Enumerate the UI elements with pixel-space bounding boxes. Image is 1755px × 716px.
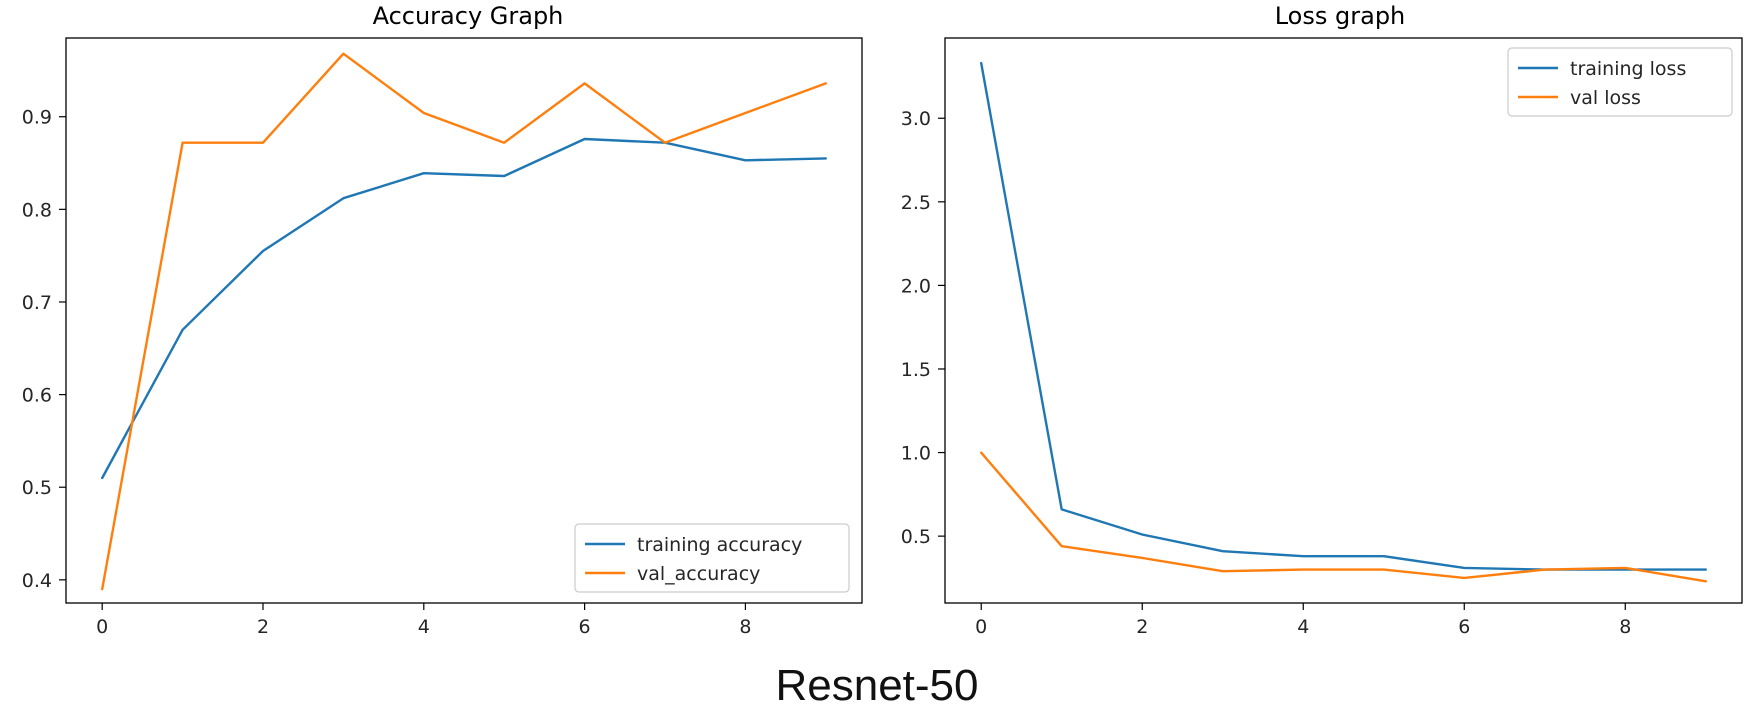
loss-plot-frame (944, 37, 1743, 604)
accuracy-plot-frame (65, 37, 863, 604)
loss-x-tick-label: 8 (1619, 616, 1631, 638)
accuracy-y-tick-label: 0.8 (22, 199, 52, 221)
loss-x-tick-label: 0 (975, 616, 987, 638)
loss-chart-title: Loss graph (1275, 2, 1406, 30)
accuracy-x-tick-label: 2 (257, 616, 269, 638)
loss-chart: Loss graph 0 2 4 6 8 0.5 1.0 1.5 2.0 2.5 3.0 traini… (901, 2, 1743, 638)
loss-y-tick-label: 0.5 (901, 526, 931, 548)
loss-y-tick-label: 1.0 (901, 443, 931, 465)
loss-legend: training loss val loss (1507, 47, 1733, 117)
loss-series-line-1 (980, 451, 1708, 583)
accuracy-y-tick-label: 0.7 (22, 292, 52, 314)
accuracy-x-tick-label: 0 (96, 616, 108, 638)
loss-series-line-0 (980, 61, 1708, 571)
accuracy-y-tick-label: 0.4 (22, 570, 52, 592)
accuracy-x-tick-label: 6 (579, 616, 591, 638)
loss-y-tick-label: 2.0 (901, 275, 931, 297)
accuracy-chart: Accuracy Graph 0 2 4 6 8 0.4 0.5 0.6 0.7 0.8 0.9 tr… (22, 2, 863, 638)
accuracy-legend: training accuracy val_accuracy (574, 523, 850, 593)
loss-x-tick-label: 4 (1297, 616, 1309, 638)
accuracy-x-tick-label: 8 (739, 616, 751, 638)
loss-legend-label-1: val loss (1570, 87, 1641, 109)
accuracy-legend-label-1: val_accuracy (637, 563, 760, 585)
figure-caption: Resnet-50 (775, 661, 978, 710)
accuracy-chart-axes: 0 2 4 6 8 0.4 0.5 0.6 0.7 0.8 0.9 training accuracy… (22, 37, 863, 638)
accuracy-y-tick-label: 0.6 (22, 385, 52, 407)
accuracy-y-tick-label: 0.9 (22, 107, 52, 129)
accuracy-chart-title: Accuracy Graph (373, 2, 564, 30)
accuracy-y-tick-label: 0.5 (22, 477, 52, 499)
loss-y-tick-label: 2.5 (901, 192, 931, 214)
loss-legend-box (1507, 47, 1733, 117)
accuracy-legend-box (574, 523, 850, 593)
loss-y-tick-label: 3.0 (901, 108, 931, 130)
accuracy-x-tick-label: 4 (418, 616, 430, 638)
accuracy-series-line-1 (100, 52, 827, 591)
loss-legend-label-0: training loss (1570, 58, 1686, 80)
loss-chart-axes: 0 2 4 6 8 0.5 1.0 1.5 2.0 2.5 3.0 training loss val … (901, 37, 1743, 638)
accuracy-legend-label-0: training accuracy (637, 534, 802, 556)
loss-y-tick-label: 1.5 (901, 359, 931, 381)
loss-x-tick-label: 2 (1136, 616, 1148, 638)
loss-x-tick-label: 6 (1458, 616, 1470, 638)
accuracy-series-line-0 (100, 137, 827, 480)
